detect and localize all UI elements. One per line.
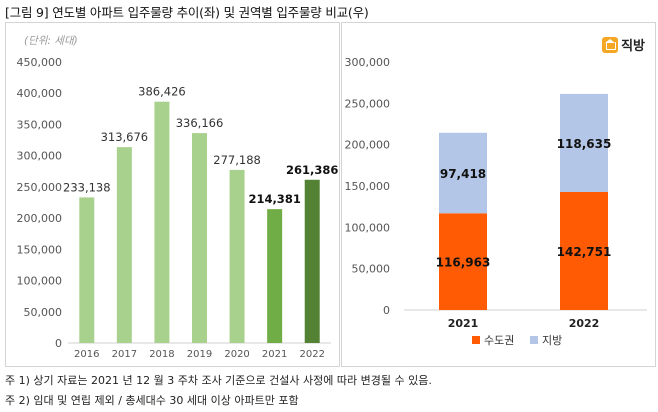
data-label-2021-regional: 97,418 xyxy=(440,167,486,181)
bar-2017 xyxy=(116,147,132,343)
y-tick-label: 200,000 xyxy=(345,139,391,152)
bar-2021 xyxy=(267,209,283,343)
data-label-2021-metro: 116,963 xyxy=(436,256,491,270)
legend-label-metro: 수도권 xyxy=(484,334,514,347)
x-tick-label-2022: 2022 xyxy=(569,317,600,330)
figure-title: [그림 9] 연도별 아파트 입주물량 추이(좌) 및 권역별 입주물량 비교(… xyxy=(5,5,369,20)
bar-segment-2021-metro xyxy=(439,213,487,310)
x-tick-label-2022: 2022 xyxy=(299,349,324,360)
y-tick-label: 50,000 xyxy=(24,306,63,319)
x-tick-label-2016: 2016 xyxy=(74,349,99,360)
y-tick-label: 200,000 xyxy=(17,212,63,225)
data-label-2022-regional: 118,635 xyxy=(557,137,612,151)
annual-supply-bar-chart: 0 50,000 100,000 150,000 200,000 250,000 300,0… xyxy=(17,56,339,360)
bar-2019 xyxy=(192,133,207,343)
x-tick-label-2021: 2021 xyxy=(262,349,287,360)
unit-label: (단위: 세대) xyxy=(24,35,78,47)
y-tick-label: 350,000 xyxy=(17,118,63,131)
y-tick-label: 300,000 xyxy=(345,56,391,69)
y-tick-label: 300,000 xyxy=(17,150,63,163)
data-label-2018: 386,426 xyxy=(138,85,186,99)
legend-label-regional: 지방 xyxy=(542,334,562,347)
x-tick-label-2020: 2020 xyxy=(224,349,249,360)
regional-stacked-bar-chart: 0 50,000 100,000 150,000 200,000 250,000 300,0… xyxy=(345,56,647,347)
legend-swatch-regional xyxy=(530,336,538,344)
bar-segment-2022-metro xyxy=(560,191,608,310)
footnotes: 주 1) 상기 자료는 2021 년 12 월 3 주차 조사 기준으로 건설사… xyxy=(5,371,432,411)
x-tick-label-2018: 2018 xyxy=(149,349,174,360)
bar-2016 xyxy=(79,197,95,343)
y-tick-label: 150,000 xyxy=(17,243,63,256)
bar-2018 xyxy=(154,101,170,344)
y-tick-label: 50,000 xyxy=(352,263,391,276)
footnote-1: 주 1) 상기 자료는 2021 년 12 월 3 주차 조사 기준으로 건설사… xyxy=(5,374,432,387)
data-label-2019: 336,166 xyxy=(176,116,224,130)
y-tick-label: 400,000 xyxy=(17,87,63,100)
y-tick-label: 100,000 xyxy=(17,275,63,288)
data-label-2020: 277,188 xyxy=(213,153,261,167)
bar-2022 xyxy=(304,179,320,343)
x-tick-label-2017: 2017 xyxy=(112,349,137,360)
data-label-2022: 261,386 xyxy=(286,163,338,177)
y-tick-label: 0 xyxy=(55,337,62,350)
y-tick-label: 0 xyxy=(383,304,390,317)
y-tick-label: 250,000 xyxy=(345,97,391,110)
bar-2020 xyxy=(229,169,245,343)
annual-supply-chart-panel: (단위: 세대) 0 50,000 100,000 150,000 200,000 250… xyxy=(5,22,340,367)
legend-swatch-metro xyxy=(472,336,480,344)
y-tick-label: 100,000 xyxy=(345,221,391,234)
y-tick-label: 150,000 xyxy=(345,180,391,193)
bar-segment-2022-regional xyxy=(560,93,608,192)
zigbang-logo: 직방 xyxy=(602,35,645,54)
x-tick-label-2019: 2019 xyxy=(187,349,212,360)
y-tick-label: 250,000 xyxy=(17,181,63,194)
regional-supply-chart-panel: 직방 0 50,000 100,000 150,000 200,000 250,000 30… xyxy=(341,22,656,367)
y-tick-label: 450,000 xyxy=(17,56,63,69)
bar-segment-2021-regional xyxy=(439,132,487,214)
house-icon xyxy=(602,36,619,53)
data-label-2022-metro: 142,751 xyxy=(557,245,612,259)
data-label-2021: 214,381 xyxy=(248,192,300,206)
data-label-2016: 233,138 xyxy=(63,180,111,194)
footnote-2: 주 2) 임대 및 연립 제외 / 총세대수 30 세대 이상 아파트만 포함 xyxy=(5,394,299,407)
logo-text: 직방 xyxy=(621,39,645,54)
x-tick-label-2021: 2021 xyxy=(448,317,479,330)
data-label-2017: 313,676 xyxy=(101,130,149,144)
